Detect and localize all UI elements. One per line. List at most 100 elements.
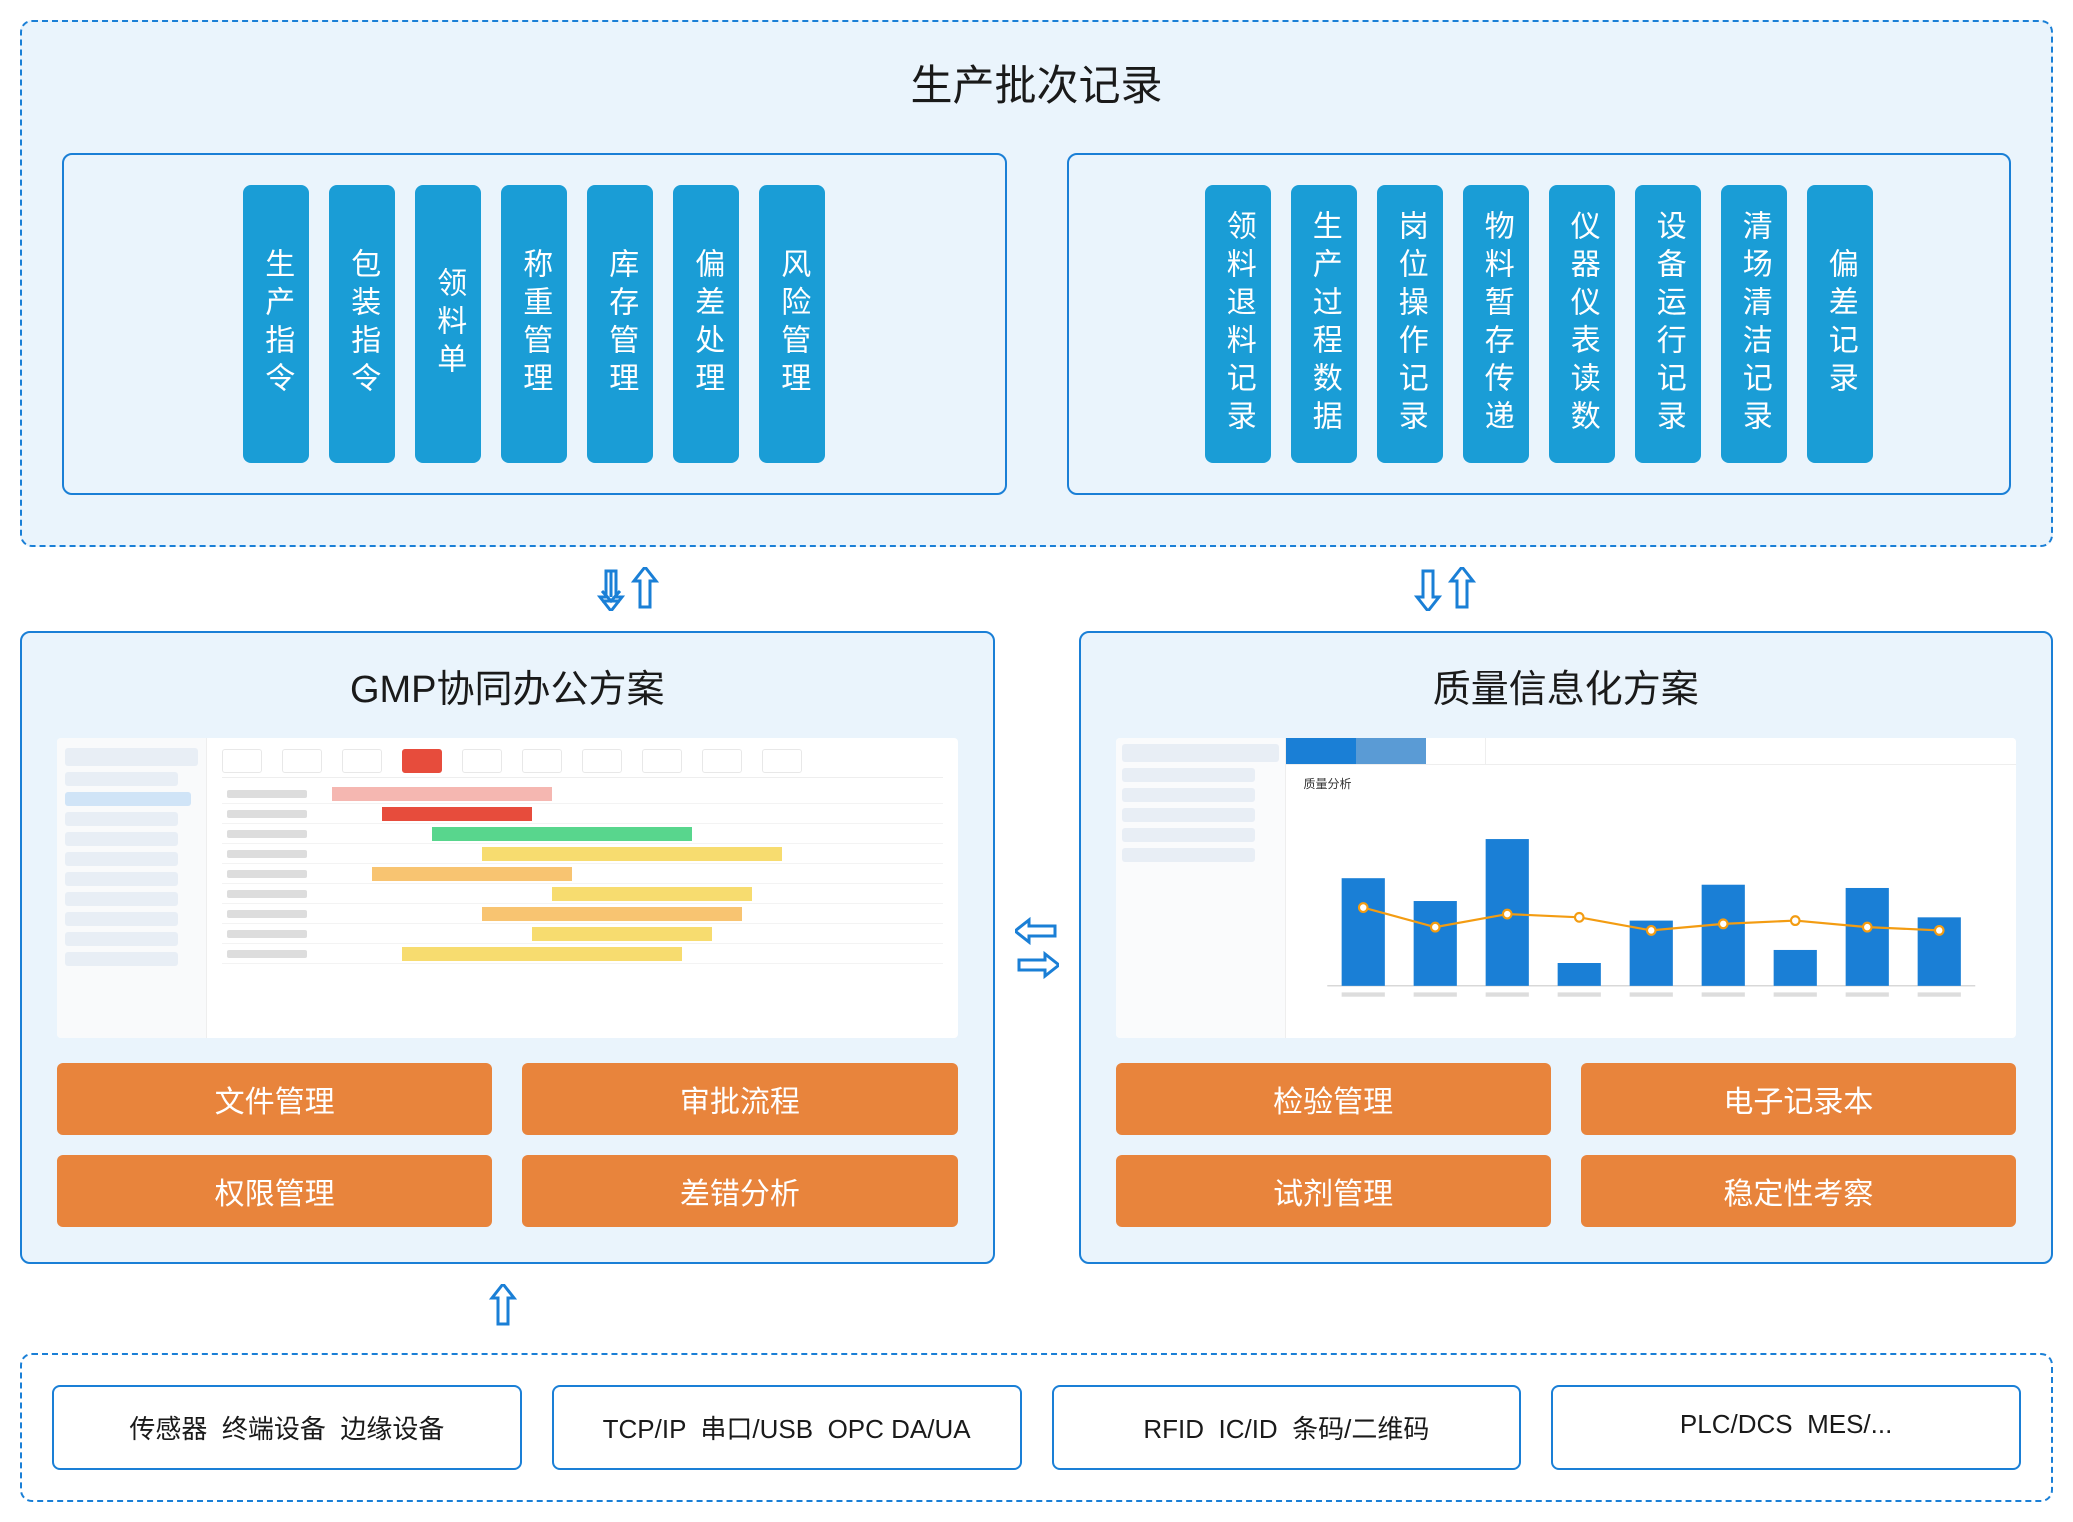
- gmp-solution-panel: GMP协同办公方案 文件管理审批流程权限管理差错分析: [20, 631, 995, 1264]
- arrow-up-icon: [488, 1284, 518, 1328]
- right-pill-group: 领料退料记录生产过程数据岗位操作记录物料暂存传递仪器仪表读数设备运行记录清场清洁…: [1067, 153, 2012, 495]
- gantt-bar: [432, 827, 692, 841]
- sidebar-item: [65, 872, 178, 886]
- feature-button[interactable]: 稳定性考察: [1581, 1155, 2016, 1227]
- gmp-title: GMP协同办公方案: [350, 658, 665, 713]
- arrow-right-icon: [1015, 950, 1059, 980]
- arrow-bottom-up: [20, 1284, 2053, 1333]
- feature-pill: 设备运行记录: [1635, 185, 1701, 463]
- sidebar-item: [1122, 788, 1255, 802]
- feature-pill: 领料退料记录: [1205, 185, 1271, 463]
- tech-item: MES/...: [1793, 1409, 1893, 1439]
- sidebar-item: [1122, 848, 1255, 862]
- feature-pill: 库存管理: [587, 185, 653, 463]
- gantt-row: [222, 904, 943, 924]
- tech-box: TCP/IP串口/USBOPC DA/UA: [552, 1385, 1022, 1470]
- sidebar-item: [1122, 828, 1255, 842]
- production-batch-record-panel: 生产批次记录 生产指令包装指令领料单称重管理库存管理偏差处理风险管理 领料退料记…: [20, 20, 2053, 547]
- feature-button[interactable]: 检验管理: [1116, 1063, 1551, 1135]
- arrow-left-icon: [1015, 916, 1059, 946]
- feature-pill: 仪器仪表读数: [1549, 185, 1615, 463]
- sidebar-item: [65, 952, 178, 966]
- sidebar-item: [65, 812, 178, 826]
- gantt-date-cell: [702, 749, 742, 773]
- chart-line-point: [1791, 916, 1799, 925]
- gantt-row: [222, 804, 943, 824]
- feature-pill: 岗位操作记录: [1377, 185, 1443, 463]
- tech-item: 边缘设备: [326, 1414, 444, 1444]
- left-pill-group: 生产指令包装指令领料单称重管理库存管理偏差处理风险管理: [62, 153, 1007, 495]
- tech-item: IC/ID: [1204, 1414, 1278, 1444]
- sidebar-item: [65, 932, 178, 946]
- quality-title: 质量信息化方案: [1433, 658, 1699, 713]
- chart-line-point: [1719, 919, 1727, 928]
- feature-pill: 包装指令: [329, 185, 395, 463]
- chart-line-point: [1574, 913, 1582, 922]
- gantt-date-cell: [582, 749, 622, 773]
- arrow-up-icon: [630, 567, 660, 611]
- feature-pill: 生产指令: [243, 185, 309, 463]
- gantt-date-cell: [282, 749, 322, 773]
- tech-box: 传感器终端设备边缘设备: [52, 1385, 522, 1470]
- feature-button[interactable]: 审批流程: [522, 1063, 957, 1135]
- chart-bar: [1341, 878, 1384, 986]
- gantt-date-cell: [522, 749, 562, 773]
- sidebar-item: [65, 792, 191, 806]
- sidebar-item: [65, 892, 178, 906]
- chart-title: 质量分析: [1286, 765, 2017, 796]
- tech-item: 条码/二维码: [1278, 1414, 1430, 1444]
- tech-box: PLC/DCSMES/...: [1551, 1385, 2021, 1470]
- gantt-date-cell: [462, 749, 502, 773]
- gantt-date-cell: [762, 749, 802, 773]
- feature-pill: 清场清洁记录: [1721, 185, 1787, 463]
- feature-pill: 领料单: [415, 185, 481, 463]
- arrow-down-icon: [1413, 567, 1443, 611]
- chart-bar: [1557, 963, 1600, 986]
- sidebar-item: [65, 912, 178, 926]
- chart-line-point: [1647, 926, 1655, 935]
- feature-button[interactable]: 差错分析: [522, 1155, 957, 1227]
- gantt-bar: [382, 807, 532, 821]
- tech-item: RFID: [1143, 1414, 1204, 1444]
- quality-solution-panel: 质量信息化方案 质量分析 检验管理电子记录本试剂管理稳定性考察: [1079, 631, 2054, 1264]
- tech-box: RFIDIC/ID条码/二维码: [1052, 1385, 1522, 1470]
- gantt-date-cell: [222, 749, 262, 773]
- tech-item: 传感器: [129, 1414, 207, 1444]
- feature-button[interactable]: 权限管理: [57, 1155, 492, 1227]
- arrow-down-icon: [596, 567, 626, 611]
- sidebar-item: [65, 832, 178, 846]
- gantt-row: [222, 944, 943, 964]
- feature-pill: 物料暂存传递: [1463, 185, 1529, 463]
- tech-item: TCP/IP: [603, 1414, 686, 1444]
- gantt-bar: [332, 787, 552, 801]
- gantt-row: [222, 864, 943, 884]
- chart-line-point: [1935, 926, 1943, 935]
- quality-preview-chart: 质量分析: [1116, 738, 2017, 1038]
- sidebar-item: [1122, 768, 1255, 782]
- gantt-bar: [482, 907, 742, 921]
- feature-button[interactable]: 文件管理: [57, 1063, 492, 1135]
- chart-bar: [1413, 901, 1456, 986]
- gantt-bar: [532, 927, 712, 941]
- sidebar-item: [65, 772, 178, 786]
- tech-item: 串口/USB: [686, 1414, 813, 1444]
- feature-pill: 偏差处理: [673, 185, 739, 463]
- gantt-bar: [402, 947, 682, 961]
- gantt-date-cell: [402, 749, 442, 773]
- top-title: 生产批次记录: [910, 52, 1162, 113]
- arrow-up-icon: [1447, 567, 1477, 611]
- feature-pill: 称重管理: [501, 185, 567, 463]
- chart-tab: [1286, 738, 1356, 764]
- chart-line-point: [1502, 909, 1510, 918]
- tech-item: PLC/DCS: [1680, 1409, 1793, 1439]
- arrows-mid-horizontal: [1015, 916, 1059, 980]
- gantt-row: [222, 884, 943, 904]
- feature-pill: 生产过程数据: [1291, 185, 1357, 463]
- feature-button[interactable]: 电子记录本: [1581, 1063, 2016, 1135]
- feature-button[interactable]: 试剂管理: [1116, 1155, 1551, 1227]
- gantt-date-cell: [642, 749, 682, 773]
- arrows-top-mid: [20, 567, 2053, 611]
- chart-tab: [1426, 738, 1486, 764]
- gantt-bar: [482, 847, 782, 861]
- gmp-preview-gantt: [57, 738, 958, 1038]
